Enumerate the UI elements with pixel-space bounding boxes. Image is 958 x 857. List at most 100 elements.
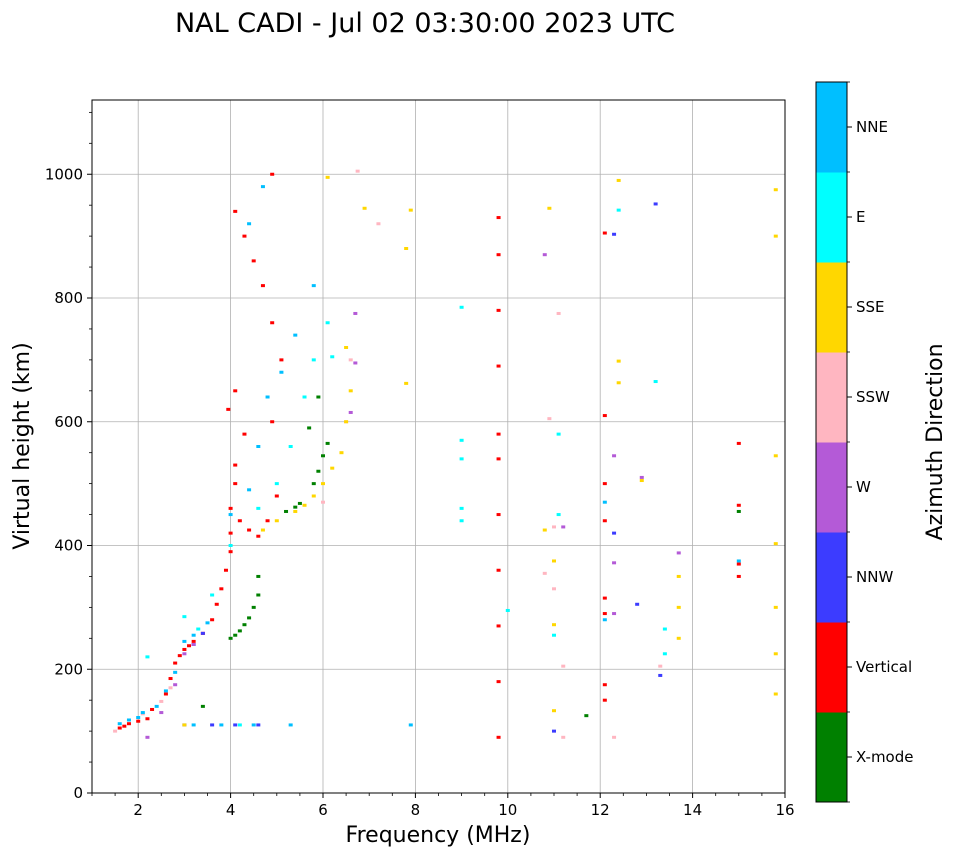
y-tick-label: 0 bbox=[73, 784, 83, 802]
data-point-nne bbox=[136, 716, 141, 720]
data-point-vertical bbox=[602, 698, 607, 702]
data-point-sse bbox=[773, 234, 778, 238]
data-point-vertical bbox=[177, 654, 182, 658]
data-point-vertical bbox=[256, 534, 261, 538]
colorbar-segment bbox=[816, 82, 847, 173]
x-axis-label: Frequency (MHz) bbox=[346, 823, 531, 848]
data-point-vertical bbox=[602, 519, 607, 523]
data-point-sse bbox=[321, 482, 325, 486]
data-point-vertical bbox=[173, 661, 178, 665]
data-point-vertical bbox=[496, 568, 501, 572]
data-point-sse bbox=[362, 206, 367, 210]
data-point-nnw bbox=[200, 631, 205, 635]
colorbar-frame bbox=[815, 81, 848, 803]
data-point-w bbox=[145, 735, 150, 739]
data-point-vertical bbox=[496, 624, 501, 628]
data-point-w bbox=[353, 311, 358, 315]
data-point-x-mode bbox=[584, 714, 589, 718]
data-point-nnw bbox=[635, 602, 640, 606]
data-point-sse bbox=[542, 528, 547, 532]
data-point-w bbox=[639, 475, 644, 479]
data-point-nne bbox=[311, 284, 316, 288]
data-point-vertical bbox=[228, 550, 233, 554]
data-point-sse bbox=[676, 574, 681, 578]
data-point-vertical bbox=[496, 457, 501, 461]
data-point-nne bbox=[293, 333, 298, 337]
data-point-vertical bbox=[168, 677, 173, 681]
data-point-nne bbox=[602, 500, 607, 504]
data-point-sse bbox=[404, 247, 409, 250]
data-point-sse bbox=[344, 420, 349, 424]
data-point-ssw bbox=[658, 664, 663, 668]
data-point-x-mode bbox=[256, 574, 261, 578]
colorbar-segment bbox=[816, 712, 847, 803]
x-tick-label: 14 bbox=[683, 801, 702, 819]
data-point-e bbox=[552, 633, 556, 637]
data-point-x-mode bbox=[736, 509, 741, 513]
data-point-sse bbox=[773, 692, 778, 696]
data-point-x-mode bbox=[233, 633, 238, 637]
data-point-sse bbox=[773, 652, 778, 656]
plot-background bbox=[92, 100, 785, 793]
data-point-vertical bbox=[602, 231, 607, 235]
data-point-sse bbox=[773, 605, 778, 609]
y-tick-label: 600 bbox=[54, 413, 83, 431]
data-point-nne bbox=[182, 639, 187, 643]
data-point-w bbox=[542, 253, 547, 257]
data-point-vertical bbox=[223, 568, 228, 572]
x-tick-label: 2 bbox=[133, 801, 143, 819]
data-point-vertical bbox=[187, 644, 192, 648]
data-point-vertical bbox=[736, 574, 741, 578]
data-point-vertical bbox=[242, 432, 247, 436]
data-point-sse bbox=[552, 709, 556, 713]
colorbar: X-mode Vertical NNW W SSW SSE E NNE bbox=[815, 81, 913, 803]
data-point-x-mode bbox=[311, 482, 316, 486]
data-points bbox=[113, 169, 778, 739]
data-point-e bbox=[210, 593, 215, 597]
data-point-x-mode bbox=[325, 441, 330, 445]
colorbar-label: NNE bbox=[856, 118, 888, 136]
data-point-x-mode bbox=[228, 636, 233, 640]
data-point-vertical bbox=[736, 441, 741, 445]
data-point-nne bbox=[260, 185, 265, 189]
data-point-vertical bbox=[251, 259, 256, 263]
data-point-e bbox=[653, 380, 658, 384]
data-point-ssw bbox=[552, 587, 556, 591]
data-point-ssw bbox=[552, 525, 556, 529]
data-point-ssw bbox=[159, 699, 164, 703]
data-point-ssw bbox=[168, 686, 173, 690]
grid-lines bbox=[92, 100, 785, 793]
data-point-vertical bbox=[233, 463, 238, 467]
data-point-vertical bbox=[122, 724, 127, 728]
data-point-nnw bbox=[653, 202, 658, 206]
data-point-ssw bbox=[321, 500, 325, 504]
data-point-x-mode bbox=[316, 395, 321, 399]
x-tick-label: 8 bbox=[411, 801, 421, 819]
x-tick-label: 6 bbox=[318, 801, 328, 819]
data-point-w bbox=[353, 361, 358, 365]
data-point-ssw bbox=[113, 729, 118, 733]
data-point-ssw bbox=[542, 571, 547, 575]
colorbar-segment bbox=[816, 352, 847, 443]
data-point-sse bbox=[182, 723, 187, 727]
data-point-vertical bbox=[117, 726, 122, 730]
data-point-ssw bbox=[348, 358, 353, 362]
data-point-sse bbox=[552, 559, 556, 563]
data-point-vertical bbox=[496, 308, 501, 312]
y-tick-label: 800 bbox=[54, 289, 83, 307]
data-point-sse bbox=[639, 479, 644, 483]
colorbar-segment bbox=[816, 262, 847, 353]
data-point-w bbox=[612, 454, 617, 458]
data-point-e bbox=[288, 445, 293, 448]
data-point-w bbox=[348, 410, 353, 414]
data-point-nnw bbox=[233, 723, 238, 727]
data-point-w bbox=[159, 711, 164, 715]
data-point-vertical bbox=[233, 482, 238, 486]
data-point-vertical bbox=[214, 602, 219, 606]
axis-ticks: 2 4 6 8 10 12 14 16 0 200 400 600 800 1000 bbox=[45, 111, 795, 819]
data-point-sse bbox=[616, 359, 621, 363]
data-point-vertical bbox=[496, 432, 501, 436]
data-point-vertical bbox=[496, 680, 501, 684]
data-point-vertical bbox=[496, 364, 501, 368]
data-point-sse bbox=[547, 206, 552, 210]
